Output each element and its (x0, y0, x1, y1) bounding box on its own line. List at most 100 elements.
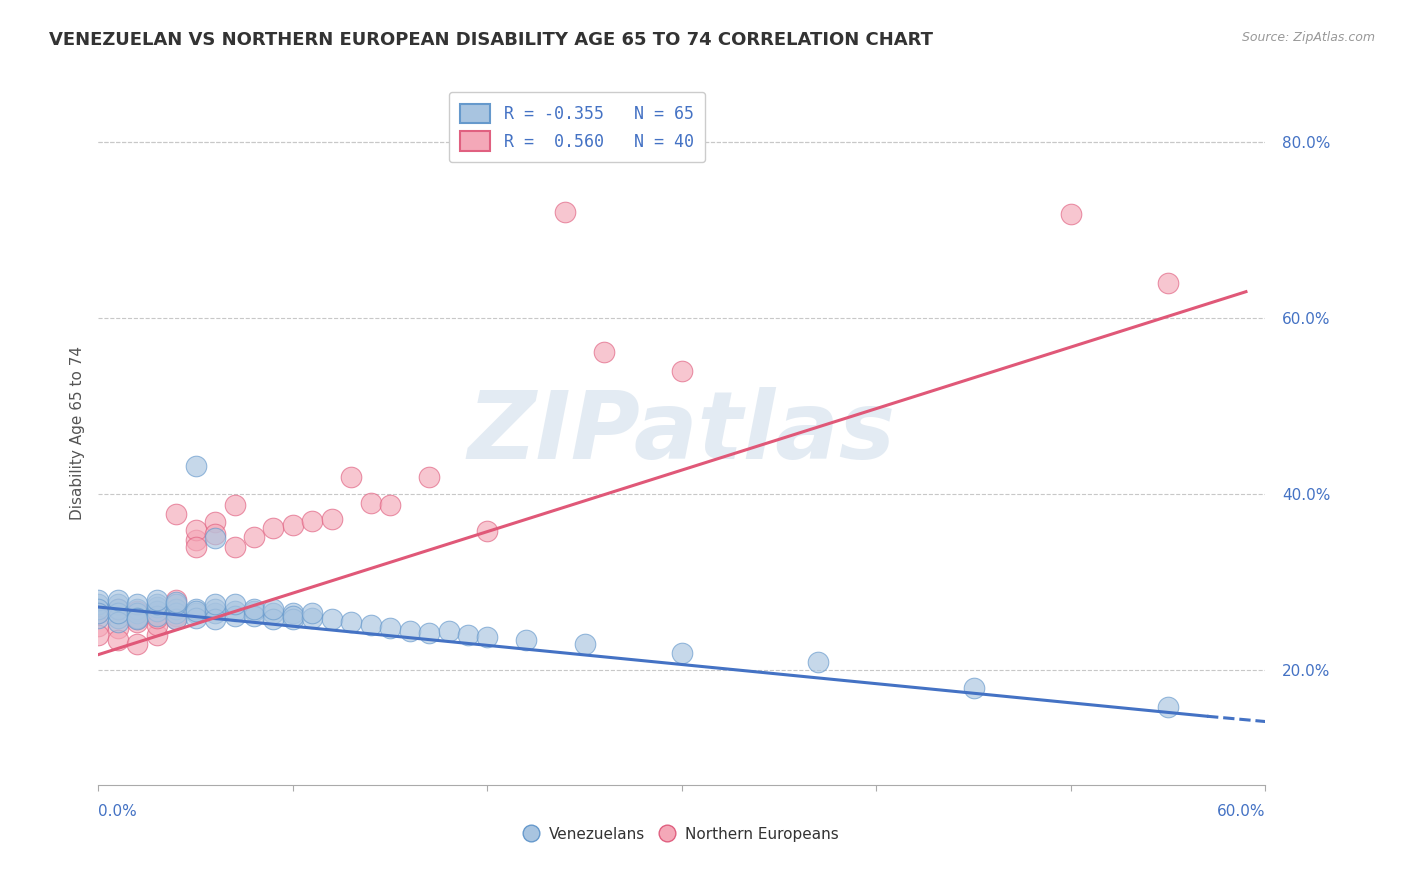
Point (165, 612, 187, 626)
Point (146, 628, 169, 642)
Point (107, 593, 129, 607)
Point (184, 606, 207, 620)
Point (127, 612, 149, 626)
Point (146, 608, 169, 623)
Text: 60.0%: 60.0% (1218, 804, 1265, 819)
Point (301, 514, 323, 528)
Text: VENEZUELAN VS NORTHERN EUROPEAN DISABILITY AGE 65 TO 74 CORRELATION CHART: VENEZUELAN VS NORTHERN EUROPEAN DISABILI… (49, 31, 934, 49)
Point (224, 598, 246, 612)
Point (1157, 276, 1180, 290)
Point (204, 527, 226, 541)
Point (204, 598, 226, 612)
Point (146, 603, 169, 617)
Point (87, 619, 110, 633)
Point (418, 626, 440, 640)
Y-axis label: Disability Age 65 to 74: Disability Age 65 to 74 (69, 345, 84, 520)
Point (184, 523, 207, 537)
Legend: Venezuelans, Northern Europeans: Venezuelans, Northern Europeans (519, 821, 845, 847)
Point (127, 603, 149, 617)
Point (671, 646, 693, 660)
Point (671, 364, 693, 378)
Point (962, 681, 984, 695)
Point (184, 459, 207, 474)
Point (146, 610, 169, 624)
Point (224, 603, 246, 617)
Point (380, 621, 402, 635)
Point (281, 518, 304, 533)
Point (184, 533, 207, 547)
Point (87, 598, 110, 612)
Point (457, 628, 479, 642)
Point (340, 469, 363, 483)
Point (165, 601, 187, 615)
Point (87, 628, 110, 642)
Point (554, 205, 576, 219)
Point (301, 610, 323, 624)
Point (515, 632, 537, 647)
Point (321, 512, 343, 526)
Point (87, 606, 110, 620)
Point (593, 344, 616, 359)
Point (262, 612, 284, 626)
Point (243, 603, 266, 617)
Point (87, 593, 110, 607)
Point (87, 601, 110, 615)
Point (107, 598, 129, 612)
Point (127, 615, 149, 629)
Point (165, 606, 187, 620)
Point (146, 608, 169, 623)
Point (204, 601, 226, 615)
Point (107, 606, 129, 620)
Point (380, 498, 402, 512)
Point (107, 610, 129, 624)
Point (146, 593, 169, 607)
Point (165, 595, 187, 609)
Point (204, 612, 226, 626)
Point (165, 593, 187, 607)
Point (127, 598, 149, 612)
Point (281, 612, 304, 626)
Point (165, 598, 187, 612)
Text: 0.0%: 0.0% (98, 804, 138, 819)
Point (398, 624, 420, 638)
Point (184, 603, 207, 617)
Point (262, 606, 284, 620)
Point (262, 521, 284, 535)
Text: ZIPatlas: ZIPatlas (468, 386, 896, 479)
Point (204, 606, 226, 620)
Point (477, 630, 499, 644)
Point (281, 608, 304, 623)
Point (477, 524, 499, 539)
Point (224, 608, 246, 623)
Point (87, 606, 110, 620)
Point (107, 601, 129, 615)
Point (107, 632, 129, 647)
Point (224, 540, 246, 554)
Point (107, 601, 129, 615)
Point (1157, 700, 1180, 714)
Point (243, 530, 266, 544)
Point (127, 612, 149, 626)
Point (184, 601, 207, 615)
Point (243, 601, 266, 615)
Point (340, 615, 363, 629)
Point (165, 507, 187, 521)
Point (127, 606, 149, 620)
Point (204, 516, 226, 530)
Point (360, 617, 382, 632)
Point (224, 498, 246, 512)
Point (165, 612, 187, 626)
Point (437, 624, 460, 638)
Point (418, 469, 440, 483)
Point (146, 598, 169, 612)
Point (87, 610, 110, 624)
Point (243, 608, 266, 623)
Point (321, 612, 343, 626)
Point (262, 601, 284, 615)
Point (146, 600, 169, 615)
Point (165, 608, 187, 623)
Point (107, 615, 129, 629)
Point (127, 610, 149, 624)
Point (184, 610, 207, 624)
Point (184, 540, 207, 554)
